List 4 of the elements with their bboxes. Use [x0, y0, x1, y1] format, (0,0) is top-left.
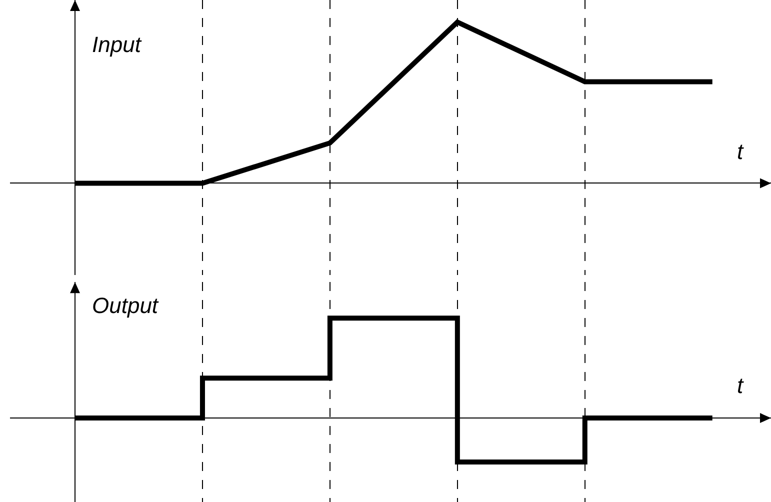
x-axis-title: t	[737, 139, 744, 164]
y-axis-title: Input	[92, 32, 142, 57]
y-axis-title: Output	[92, 293, 159, 318]
x-axis-title: t	[737, 373, 744, 398]
